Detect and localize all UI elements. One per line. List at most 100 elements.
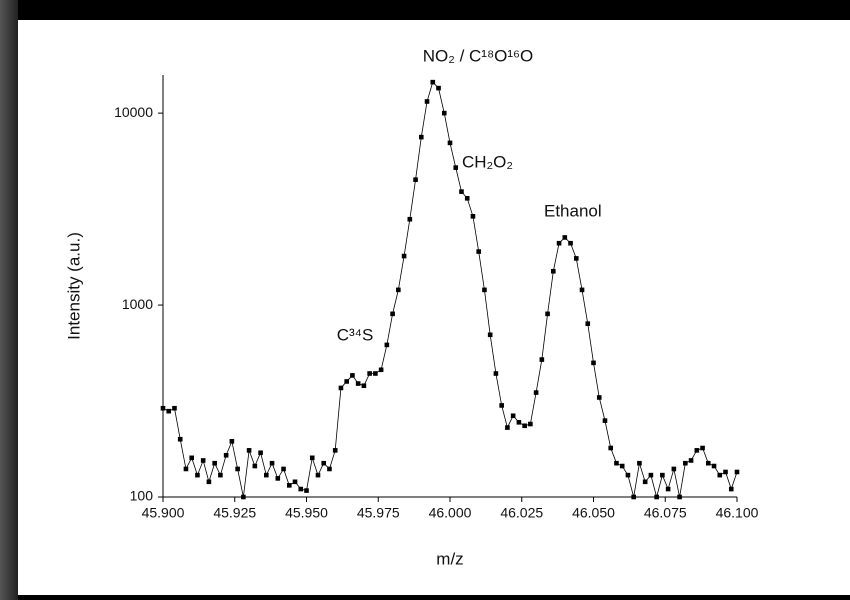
annotation: CH₂O₂ <box>462 152 513 171</box>
data-point <box>464 195 470 201</box>
data-point <box>218 472 223 478</box>
data-point <box>453 165 459 170</box>
x-tick-label: 46.050 <box>572 505 615 521</box>
data-point <box>499 403 504 408</box>
data-point <box>401 253 407 259</box>
data-point <box>728 486 734 492</box>
data-point <box>378 367 384 373</box>
data-point <box>252 463 258 469</box>
data-point <box>625 472 631 478</box>
data-point <box>677 494 682 500</box>
data-point <box>183 466 189 472</box>
data-point <box>166 408 172 414</box>
x-tick-label: 45.975 <box>357 505 400 521</box>
data-point <box>734 469 740 475</box>
data-point <box>172 405 177 411</box>
data-point <box>223 452 229 458</box>
data-point <box>367 371 372 376</box>
data-point <box>608 445 614 451</box>
data-point <box>390 311 395 317</box>
data-point <box>315 472 321 478</box>
data-point <box>585 321 591 326</box>
data-point <box>258 450 263 456</box>
y-tick-label: 10000 <box>114 104 153 120</box>
data-point <box>539 357 545 362</box>
x-tick-label: 45.950 <box>285 505 328 521</box>
data-point <box>436 85 441 91</box>
data-point <box>482 287 487 293</box>
data-point <box>510 413 516 419</box>
data-point <box>470 214 476 219</box>
data-point <box>711 463 717 469</box>
data-point <box>430 79 436 85</box>
x-tick-label: 46.075 <box>644 505 687 521</box>
data-point <box>206 479 212 485</box>
data-point <box>160 405 166 411</box>
data-point <box>327 466 332 472</box>
data-point <box>407 216 413 222</box>
y-tick-label: 100 <box>130 488 154 504</box>
data-point <box>441 110 447 116</box>
data-point <box>350 373 355 378</box>
data-point <box>419 134 424 140</box>
left-edge <box>0 0 18 600</box>
data-point <box>723 469 728 475</box>
data-point <box>717 472 723 478</box>
x-tick-label: 46.000 <box>429 505 472 521</box>
chart-panel <box>18 20 850 595</box>
data-point <box>487 332 493 338</box>
data-point <box>671 466 677 472</box>
data-point <box>637 460 642 466</box>
data-point <box>212 460 217 466</box>
data-point <box>229 439 235 444</box>
x-tick-label: 45.925 <box>213 505 256 521</box>
data-point <box>688 458 694 463</box>
x-tick-label: 45.900 <box>142 505 185 521</box>
data-point <box>619 463 625 469</box>
data-point <box>493 371 499 376</box>
data-point <box>177 436 183 442</box>
data-point <box>665 486 671 492</box>
data-point <box>246 448 252 453</box>
data-point <box>361 383 367 389</box>
data-point <box>344 379 349 384</box>
data-point <box>264 472 269 478</box>
x-tick-label: 46.025 <box>500 505 543 521</box>
data-point <box>269 460 275 466</box>
data-point <box>573 256 579 261</box>
data-point <box>528 421 533 427</box>
data-point <box>195 472 200 478</box>
data-point <box>396 287 401 293</box>
data-point <box>424 99 430 104</box>
data-point <box>332 448 338 453</box>
data-point <box>551 268 556 274</box>
data-point <box>568 240 573 246</box>
annotation: C³⁴S <box>337 325 374 344</box>
data-point <box>304 488 309 493</box>
data-point <box>660 472 665 478</box>
data-point <box>447 140 453 146</box>
annotation: Ethanol <box>544 201 602 220</box>
data-point <box>373 371 378 376</box>
data-point <box>516 420 522 425</box>
data-point <box>562 235 568 240</box>
data-point <box>321 460 327 466</box>
data-point <box>309 455 315 461</box>
data-point <box>200 458 206 463</box>
data-point <box>459 189 464 194</box>
data-point <box>614 460 619 466</box>
data-point <box>189 455 194 461</box>
data-point <box>476 249 481 254</box>
data-point <box>286 483 292 488</box>
data-point <box>384 342 390 348</box>
annotation: NO₂ / C¹⁸O¹⁶O <box>423 46 533 65</box>
data-point <box>275 476 281 481</box>
data-point <box>700 445 705 451</box>
data-point <box>235 466 240 472</box>
data-point <box>556 240 562 246</box>
y-axis-label: Intensity (a.u.) <box>64 232 83 340</box>
data-point <box>642 479 648 485</box>
data-point <box>545 311 550 317</box>
data-point <box>602 418 608 423</box>
